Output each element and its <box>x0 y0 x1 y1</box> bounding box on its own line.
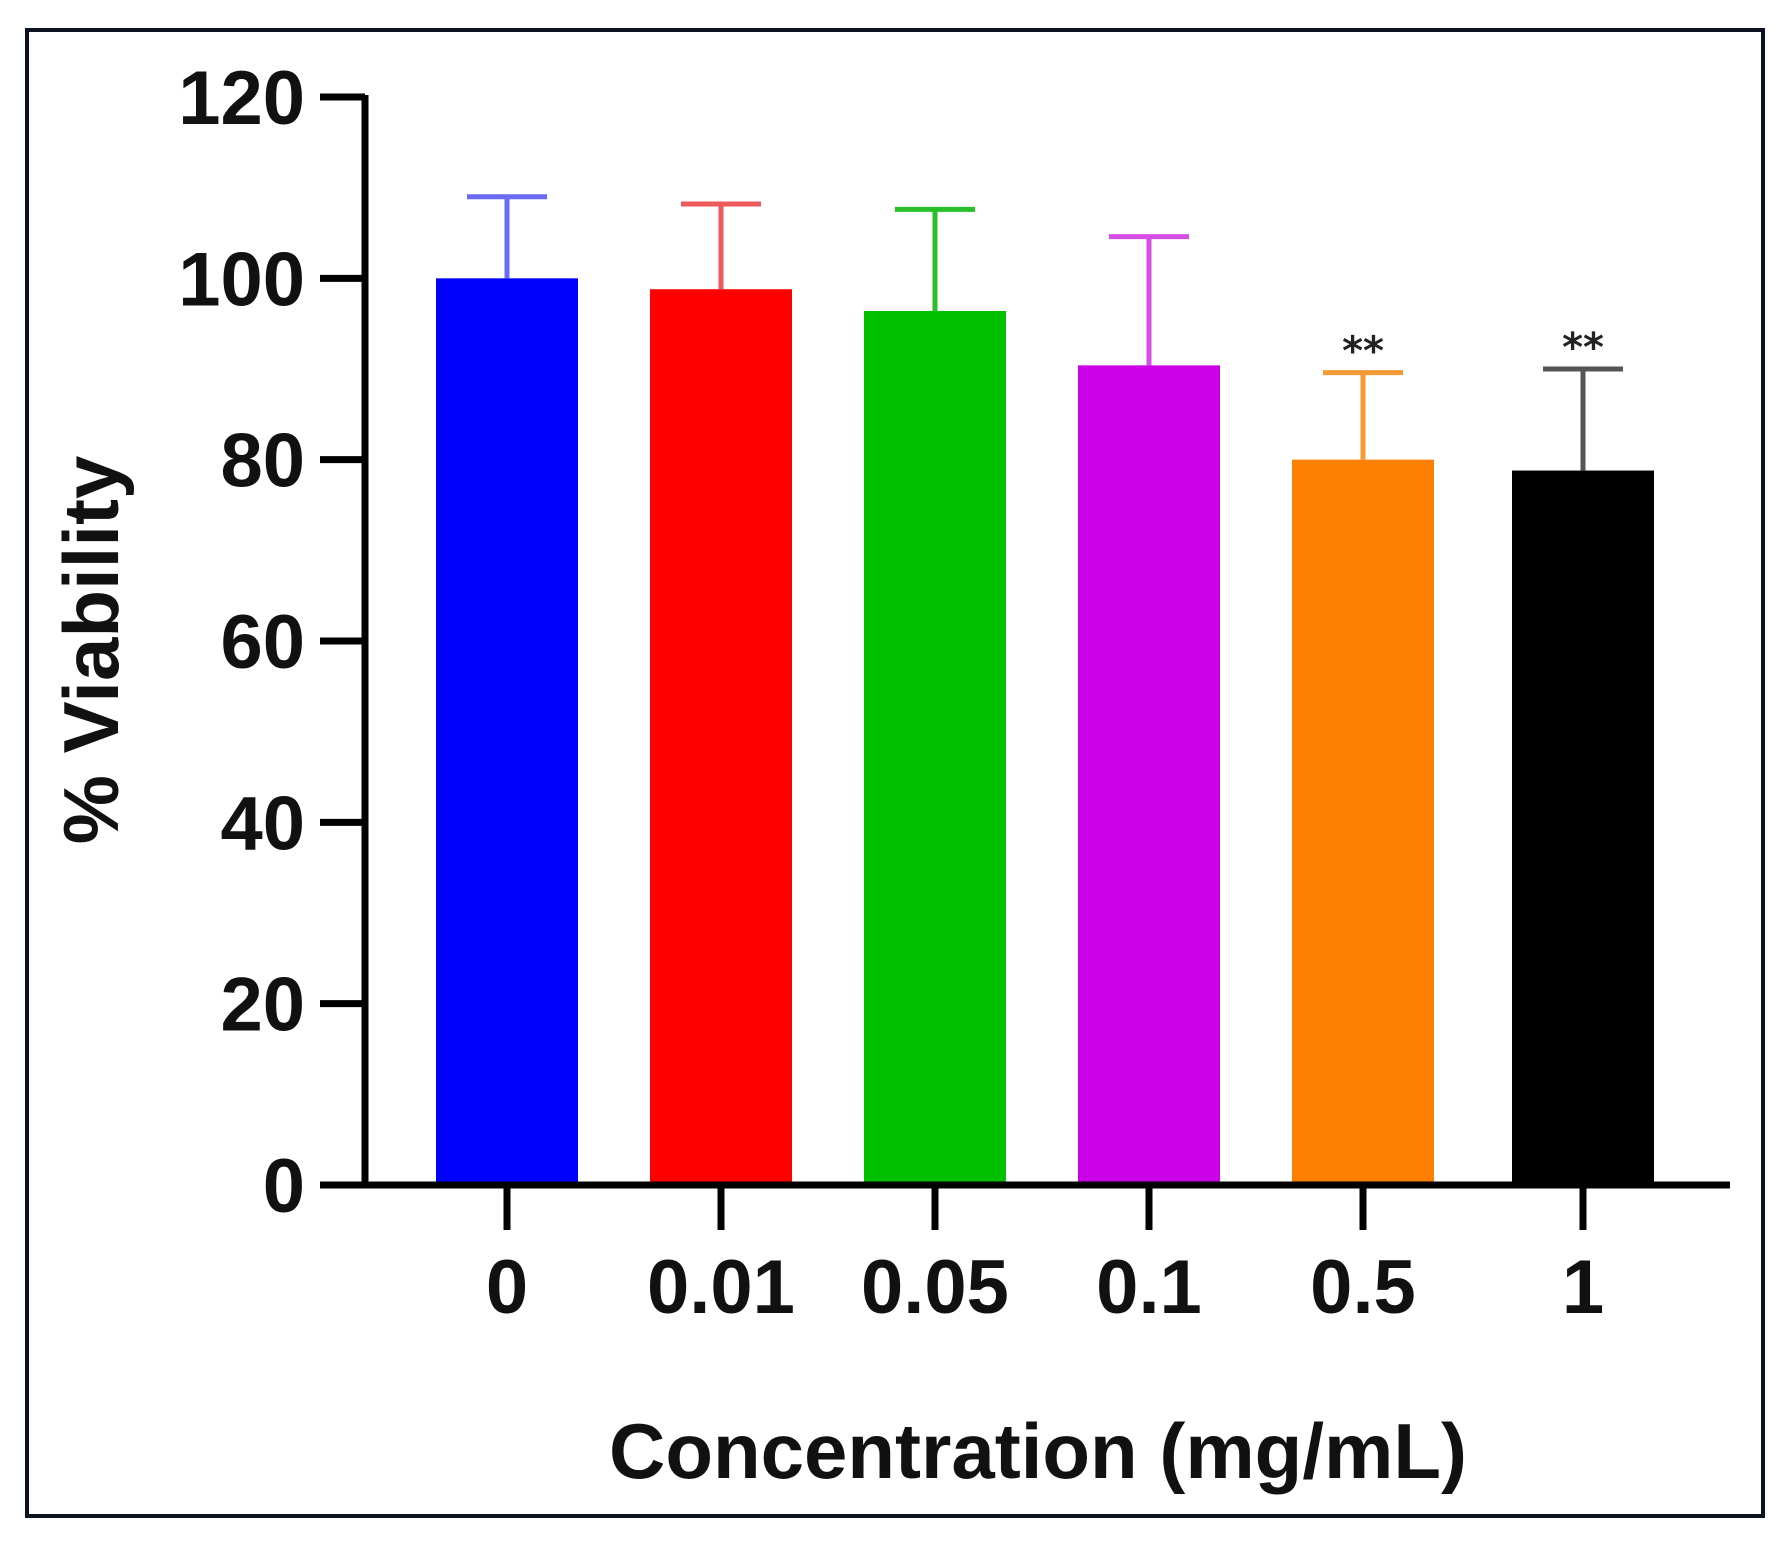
bar-0.05 <box>864 310 1006 1185</box>
bar-0 <box>436 278 578 1185</box>
x-tick-label-0.01: 0.01 <box>647 1245 795 1330</box>
y-axis-title: % Viability <box>47 456 135 845</box>
significance-marker-0.5: ** <box>1342 329 1384 375</box>
y-tick-label-120: 120 <box>178 56 305 141</box>
x-tick-label-0.05: 0.05 <box>861 1245 1009 1330</box>
y-tick-label-60: 60 <box>220 600 305 685</box>
bar-0.5 <box>1292 459 1434 1186</box>
y-tick-label-0: 0 <box>263 1144 305 1229</box>
bar-0.1 <box>1078 365 1220 1186</box>
bar-1 <box>1512 470 1654 1186</box>
x-tick-label-0.1: 0.1 <box>1096 1245 1202 1330</box>
y-tick-label-100: 100 <box>178 237 305 322</box>
y-tick-label-40: 40 <box>220 781 305 866</box>
y-tick-label-80: 80 <box>220 419 305 504</box>
y-tick-label-20: 20 <box>220 963 305 1048</box>
significance-marker-1: ** <box>1562 325 1604 371</box>
bar-0.01 <box>650 289 792 1185</box>
x-tick-label-0.5: 0.5 <box>1310 1245 1416 1330</box>
x-tick-label-1: 1 <box>1562 1245 1604 1330</box>
x-axis-title: Concentration (mg/mL) <box>609 1407 1467 1495</box>
x-tick-label-0: 0 <box>486 1245 528 1330</box>
